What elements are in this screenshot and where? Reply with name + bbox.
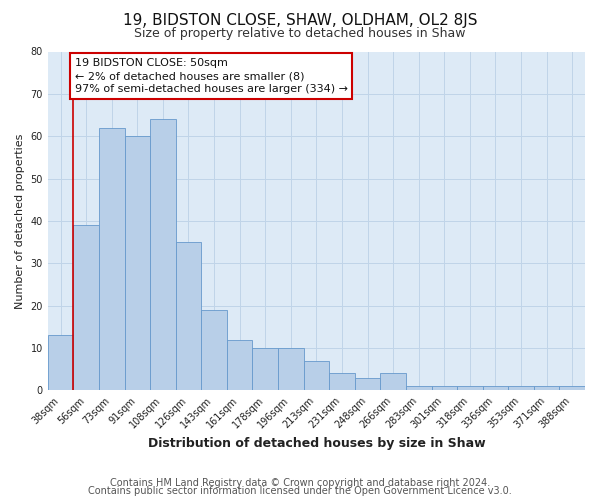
Text: Contains HM Land Registry data © Crown copyright and database right 2024.: Contains HM Land Registry data © Crown c…	[110, 478, 490, 488]
Bar	[253, 348, 278, 391]
Bar	[125, 136, 150, 390]
Bar	[406, 386, 431, 390]
Y-axis label: Number of detached properties: Number of detached properties	[15, 133, 25, 308]
Bar	[559, 386, 585, 390]
Bar	[73, 225, 99, 390]
Text: Size of property relative to detached houses in Shaw: Size of property relative to detached ho…	[134, 28, 466, 40]
Bar	[482, 386, 508, 390]
Bar	[355, 378, 380, 390]
Bar	[431, 386, 457, 390]
Bar	[48, 336, 73, 390]
Bar	[278, 348, 304, 391]
Text: 19 BIDSTON CLOSE: 50sqm
← 2% of detached houses are smaller (8)
97% of semi-deta: 19 BIDSTON CLOSE: 50sqm ← 2% of detached…	[74, 58, 347, 94]
X-axis label: Distribution of detached houses by size in Shaw: Distribution of detached houses by size …	[148, 437, 485, 450]
Bar	[457, 386, 482, 390]
Bar	[227, 340, 253, 390]
Bar	[176, 242, 201, 390]
Bar	[201, 310, 227, 390]
Text: 19, BIDSTON CLOSE, SHAW, OLDHAM, OL2 8JS: 19, BIDSTON CLOSE, SHAW, OLDHAM, OL2 8JS	[123, 12, 477, 28]
Bar	[508, 386, 534, 390]
Bar	[534, 386, 559, 390]
Bar	[329, 374, 355, 390]
Bar	[380, 374, 406, 390]
Text: Contains public sector information licensed under the Open Government Licence v3: Contains public sector information licen…	[88, 486, 512, 496]
Bar	[150, 120, 176, 390]
Bar	[99, 128, 125, 390]
Bar	[304, 360, 329, 390]
